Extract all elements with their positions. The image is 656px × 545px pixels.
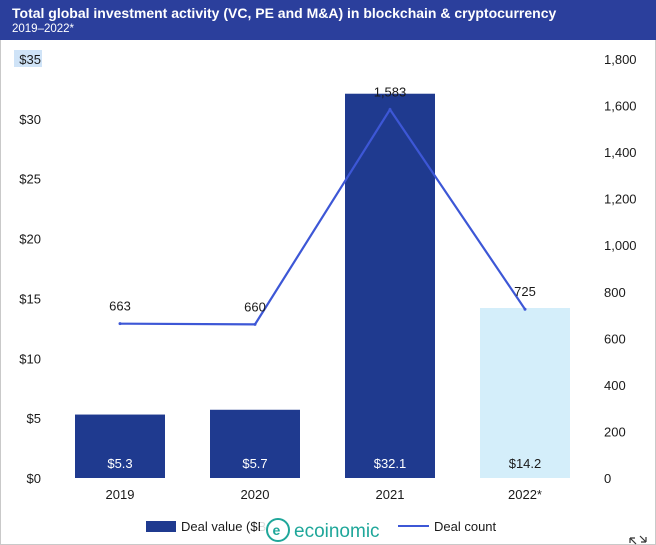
x-axis: 2019 2020 2021 2022* <box>106 487 542 502</box>
count-value-label: 1,583 <box>374 85 407 100</box>
line-series <box>118 107 527 326</box>
category-label: 2021 <box>376 487 405 502</box>
bar-value-label: $5.7 <box>242 456 267 471</box>
watermark-text: ecoinomic <box>294 521 380 542</box>
line-point <box>523 307 527 311</box>
bar-value-label: $5.3 <box>107 456 132 471</box>
right-tick-label: 1,600 <box>604 99 637 114</box>
bar <box>480 308 570 478</box>
right-tick-label: 400 <box>604 378 626 393</box>
legend-swatch-bar <box>146 521 176 532</box>
chart-header: Total global investment activity (VC, PE… <box>0 0 656 40</box>
category-label: 2019 <box>106 487 135 502</box>
deal-count-line <box>119 107 526 326</box>
count-value-label: 660 <box>244 299 266 314</box>
svg-text:e: e <box>273 522 281 538</box>
left-tick-label: $30 <box>19 112 41 127</box>
bar <box>75 414 165 478</box>
left-tick-label: $25 <box>19 172 41 187</box>
legend-label-deal-value: Deal value ($B <box>181 519 266 534</box>
expand-icon <box>629 535 647 545</box>
category-label: 2022* <box>508 487 542 502</box>
bar-value-label: $32.1 <box>374 456 407 471</box>
count-value-labels: 663 660 1,583 725 <box>109 85 536 315</box>
bar <box>210 409 300 478</box>
left-tick-label: $20 <box>19 232 41 247</box>
left-tick-label: $5 <box>27 411 41 426</box>
bar <box>345 93 435 479</box>
count-value-label: 725 <box>514 284 536 299</box>
bar-value-label: $14.2 <box>509 456 542 471</box>
count-value-label: 663 <box>109 299 131 314</box>
left-tick-label: $0 <box>27 471 41 486</box>
right-axis: 0 200 400 600 800 1,000 1,200 1,400 1,600 1,800 <box>604 52 637 486</box>
right-tick-label: 0 <box>604 471 611 486</box>
legend: Deal value ($B Deal count <box>146 519 497 534</box>
watermark: e ecoinomic <box>260 516 397 544</box>
right-tick-label: 600 <box>604 331 626 346</box>
right-tick-label: 200 <box>604 424 626 439</box>
ecoinomic-logo-icon: e <box>266 518 290 542</box>
line-point <box>253 322 257 326</box>
legend-label-deal-count: Deal count <box>434 519 497 534</box>
right-tick-label: 1,800 <box>604 52 637 67</box>
left-tick-label: $35 <box>19 52 41 67</box>
left-tick-label: $15 <box>19 291 41 306</box>
left-axis: $0 $5 $10 $15 $20 $25 $30 $35 <box>14 50 42 486</box>
chart-title: Total global investment activity (VC, PE… <box>12 5 557 21</box>
chart-subtitle: 2019–2022* <box>12 23 75 35</box>
left-tick-highlight <box>14 50 42 67</box>
category-label: 2020 <box>241 487 270 502</box>
bar-value-labels: $5.3 $5.7 $32.1 $14.2 <box>107 456 541 471</box>
bar-series <box>75 93 570 479</box>
line-point <box>388 108 392 112</box>
right-tick-label: 800 <box>604 285 626 300</box>
right-tick-label: 1,200 <box>604 192 637 207</box>
left-tick-label: $10 <box>19 351 41 366</box>
line-point <box>118 322 122 326</box>
right-tick-label: 1,000 <box>604 238 637 253</box>
right-tick-label: 1,400 <box>604 145 637 160</box>
